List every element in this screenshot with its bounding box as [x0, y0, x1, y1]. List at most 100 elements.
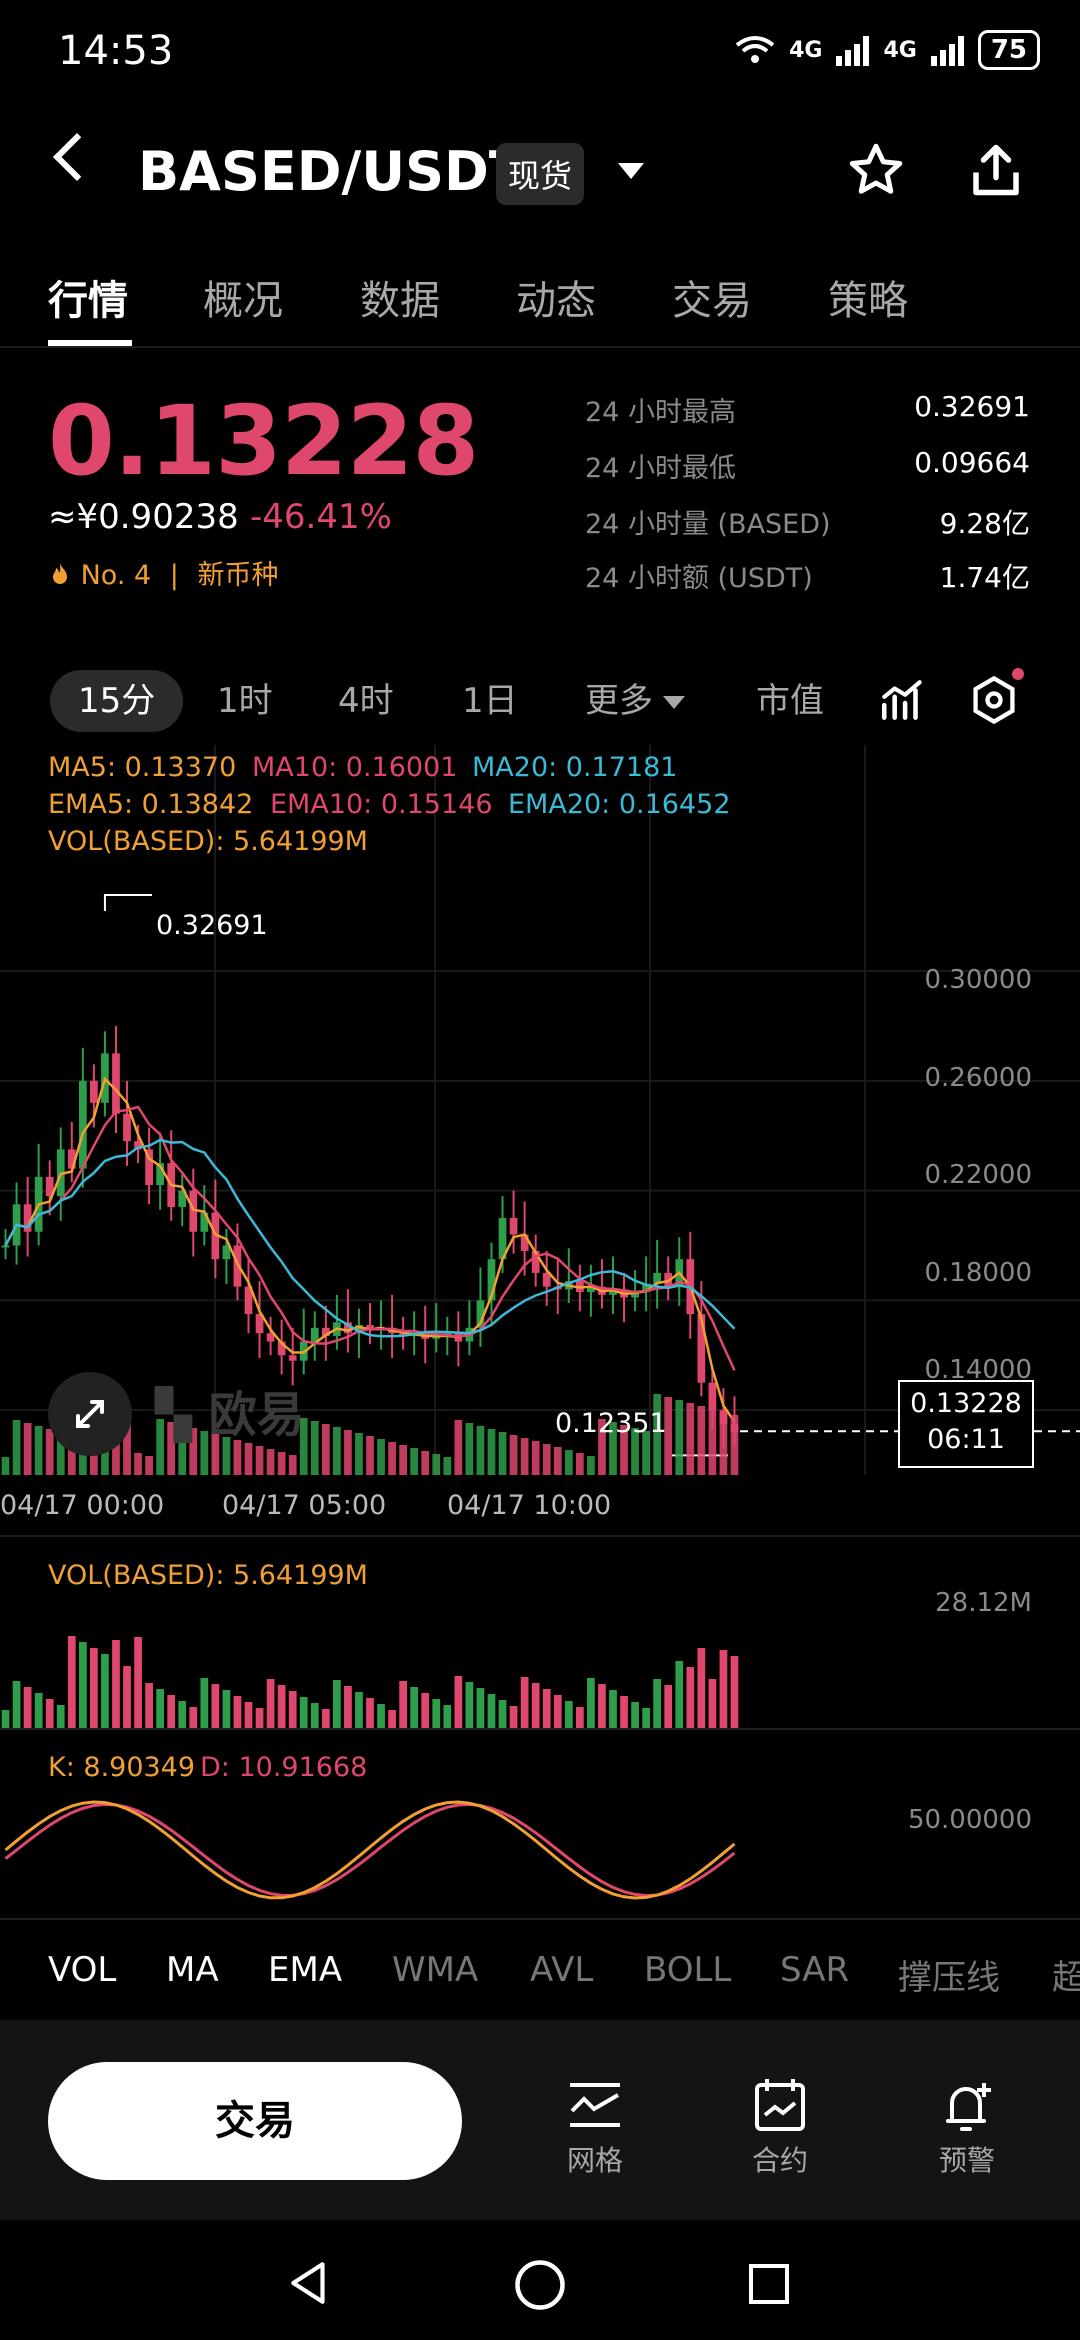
indicator-tab-ema[interactable]: EMA: [268, 1950, 342, 1990]
volume-bar: [653, 1679, 661, 1730]
indicator-tab-vol[interactable]: VOL: [48, 1950, 116, 1990]
volume-bar: [79, 1642, 87, 1730]
interval-more[interactable]: 更多: [585, 670, 685, 732]
nav-back-icon[interactable]: [285, 2258, 335, 2308]
volume-bar: [532, 1441, 540, 1475]
star-icon[interactable]: [846, 140, 906, 200]
grid-button[interactable]: 网格: [540, 2075, 650, 2179]
ma10-label: MA10: 0.16001: [252, 752, 457, 783]
volume-bar: [366, 1436, 374, 1475]
volume-bar: [543, 1689, 551, 1730]
volume-bar: [245, 1443, 253, 1475]
interval-15m[interactable]: 15分: [50, 670, 183, 732]
tab-market[interactable]: 行情: [48, 268, 128, 326]
volume-bar: [421, 1451, 429, 1475]
candle-body: [123, 1114, 131, 1141]
tab-active-underline: [48, 340, 132, 346]
indicator-tab-wma[interactable]: WMA: [392, 1950, 478, 1990]
kdj-d-label: D: 10.91668: [200, 1752, 367, 1783]
volume-bar: [410, 1687, 418, 1730]
indicator-tab-more[interactable]: 超: [1052, 1950, 1080, 1999]
volume-bar: [57, 1705, 65, 1730]
volume-bar: [267, 1449, 275, 1475]
volume-bar: [410, 1448, 418, 1475]
volume-bar: [576, 1453, 584, 1475]
candle-body: [90, 1081, 98, 1103]
indicator-tab-support[interactable]: 撑压线: [898, 1950, 1000, 1999]
alert-button[interactable]: 预警: [912, 2075, 1022, 2179]
volume-bar: [521, 1438, 529, 1475]
indicator-chart-icon[interactable]: [878, 676, 928, 726]
volume-bar: [134, 1637, 142, 1730]
volume-bar: [178, 1701, 186, 1730]
volume-bar: [477, 1426, 485, 1475]
tab-news[interactable]: 动态: [516, 268, 596, 326]
interval-1h[interactable]: 1时: [217, 670, 273, 732]
volume-bar: [245, 1702, 253, 1730]
volume-bar: [499, 1432, 507, 1475]
tab-trade[interactable]: 交易: [672, 268, 752, 326]
candle-body: [112, 1053, 120, 1113]
back-icon[interactable]: [53, 133, 101, 181]
rank-row[interactable]: No. 4 | 新币种: [48, 553, 278, 592]
stat-low-label: 24 小时最低: [585, 446, 736, 485]
chevron-down-icon[interactable]: [618, 163, 644, 179]
last-price-tag-value: 0.13228: [900, 1386, 1032, 1422]
volume-bar: [664, 1685, 672, 1730]
stat-volume-label: 24 小时量 (BASED): [585, 502, 831, 541]
pair-title[interactable]: BASED/USDT: [138, 140, 526, 203]
stat-amount-value: 1.74亿: [940, 556, 1030, 596]
volume-bar: [686, 1403, 694, 1475]
volume-bar: [2, 1710, 10, 1730]
volume-bar: [720, 1650, 728, 1730]
tab-overview[interactable]: 概况: [203, 268, 283, 326]
tab-data[interactable]: 数据: [360, 268, 440, 326]
volume-bar: [167, 1695, 175, 1730]
interval-market-cap[interactable]: 市值: [756, 670, 824, 732]
volume-indicator-label: VOL(BASED): 5.64199M: [48, 1560, 368, 1591]
y-tick: 0.22000: [924, 1160, 1032, 1190]
volume-bar: [510, 1706, 518, 1730]
candle-body: [311, 1328, 319, 1342]
volume-bar: [709, 1679, 717, 1730]
nav-home-icon[interactable]: [513, 2258, 567, 2312]
volume-bar: [223, 1690, 231, 1730]
ema20-label: EMA20: 0.16452: [508, 789, 731, 820]
expand-button[interactable]: [48, 1372, 132, 1456]
nav-recents-icon[interactable]: [745, 2260, 793, 2308]
volume-bar: [432, 1454, 440, 1475]
volume-bar: [443, 1705, 451, 1730]
volume-bar: [620, 1696, 628, 1730]
high-marker-line: [105, 895, 152, 911]
x-tick: 04/17 10:00: [447, 1490, 611, 1521]
volume-bar: [576, 1707, 584, 1730]
indicator-tab-ma[interactable]: MA: [166, 1950, 219, 1990]
settings-icon[interactable]: [968, 674, 1020, 726]
fire-icon: [48, 562, 72, 588]
volume-bar: [322, 1424, 330, 1475]
interval-4h[interactable]: 4时: [338, 670, 394, 732]
candle-body: [709, 1383, 717, 1410]
contract-button[interactable]: 合约: [725, 2075, 835, 2179]
interval-1d[interactable]: 1日: [462, 670, 518, 732]
share-icon[interactable]: [966, 140, 1026, 200]
indicator-tab-boll[interactable]: BOLL: [644, 1950, 731, 1990]
alert-label: 预警: [912, 2139, 1022, 2179]
volume-bar: [686, 1667, 694, 1730]
rank-separator: |: [170, 560, 179, 591]
indicator-tab-sar[interactable]: SAR: [780, 1950, 849, 1990]
volume-bar: [587, 1678, 595, 1730]
volume-bar: [631, 1702, 639, 1730]
stat-high-value: 0.32691: [914, 390, 1030, 423]
tab-strategy[interactable]: 策略: [828, 268, 908, 326]
volume-bar: [289, 1455, 297, 1475]
main-tabs: 行情 概况 数据 动态 交易 策略: [0, 260, 1080, 348]
trade-button[interactable]: 交易: [48, 2062, 462, 2180]
candle-body: [79, 1081, 87, 1169]
indicator-tab-avl[interactable]: AVL: [530, 1950, 593, 1990]
volume-bar: [278, 1685, 286, 1730]
volume-bar: [675, 1400, 683, 1475]
watermark-logo: ▚ 欧易: [155, 1375, 305, 1445]
volume-chart: [0, 1600, 1080, 1730]
volume-bar: [598, 1684, 606, 1730]
